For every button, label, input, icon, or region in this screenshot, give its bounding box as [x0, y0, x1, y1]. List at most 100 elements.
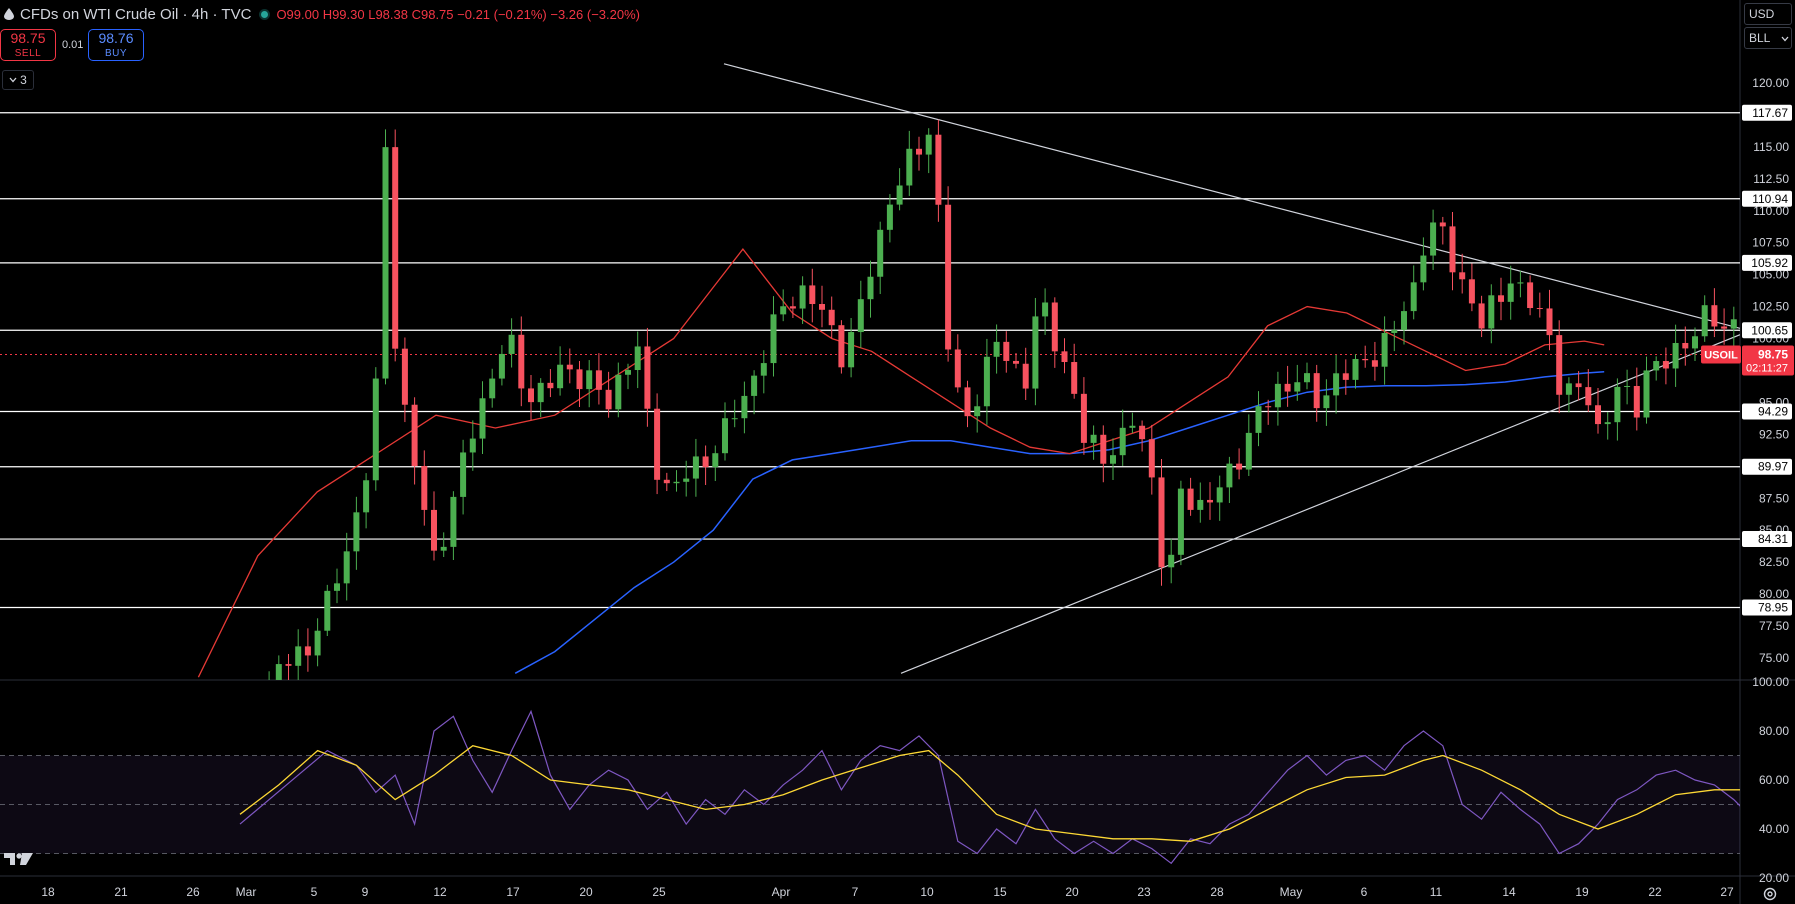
candle: [1032, 316, 1039, 389]
trendline[interactable]: [900, 334, 1740, 674]
rsi-plot: [239, 709, 1740, 865]
ma-slow-line: [514, 371, 1605, 674]
candle: [828, 309, 835, 326]
sell-button[interactable]: 98.75 SELL: [0, 29, 56, 61]
candle: [1643, 370, 1650, 418]
candle: [983, 356, 990, 407]
candle: [1022, 363, 1029, 389]
time-tick-label: 27: [1720, 885, 1734, 899]
candle: [1488, 295, 1495, 329]
symbol-tag: [1701, 345, 1741, 364]
level-tag-label: 110.94: [1752, 192, 1788, 206]
level-tag: [1742, 190, 1792, 207]
candle: [1614, 386, 1621, 423]
candle: [673, 481, 680, 484]
candle: [431, 509, 437, 551]
price-tick-label: 77.50: [1759, 619, 1789, 633]
oil-drop-icon: [4, 8, 14, 20]
candle: [1682, 342, 1689, 349]
candle: [1362, 358, 1369, 361]
candle: [1721, 326, 1728, 329]
rsi-tick-label: 20.00: [1759, 871, 1789, 885]
candle: [1342, 373, 1349, 380]
candle: [566, 364, 573, 370]
candle: [1187, 488, 1194, 510]
candle: [518, 334, 525, 389]
time-tick-label: 5: [311, 885, 318, 899]
candle: [867, 276, 874, 300]
candle: [964, 387, 971, 417]
candle: [1003, 341, 1010, 361]
candle: [857, 299, 864, 333]
candle: [1701, 305, 1708, 337]
candle: [304, 646, 311, 656]
level-tag: [1742, 254, 1792, 271]
candle: [421, 466, 428, 510]
time-tick-label: 20: [1065, 885, 1079, 899]
symbol-title[interactable]: CFDs on WTI Crude Oil · 4h · TVC: [20, 5, 252, 23]
unit-select[interactable]: BLL: [1744, 27, 1792, 49]
indicators-toggle[interactable]: 3: [2, 70, 34, 90]
candle: [925, 134, 932, 155]
candle: [1517, 282, 1524, 284]
level-tag: [1742, 322, 1792, 339]
candle: [324, 590, 331, 631]
candle: [1313, 373, 1320, 409]
level-tag: [1742, 599, 1792, 616]
candle: [1536, 308, 1543, 310]
candle: [411, 404, 418, 467]
candle: [906, 148, 913, 186]
candle: [1177, 488, 1184, 555]
candle: [1381, 332, 1388, 367]
market-status-icon: [261, 10, 269, 18]
price-tick-label: 105.00: [1752, 268, 1789, 282]
candle: [1119, 427, 1126, 456]
tradingview-logo-icon[interactable]: [4, 851, 34, 867]
candle: [1420, 255, 1427, 283]
level-tag-label: 78.95: [1758, 601, 1788, 615]
candle: [1148, 439, 1155, 478]
candle: [634, 346, 641, 371]
candle: [1595, 405, 1601, 425]
time-tick-label: 7: [852, 885, 859, 899]
candle: [722, 418, 728, 454]
time-tick-label: 23: [1137, 885, 1151, 899]
candle: [1478, 303, 1485, 329]
candle: [1410, 282, 1417, 312]
candle: [285, 664, 292, 666]
buy-button[interactable]: 98.76 BUY: [88, 29, 144, 61]
candle: [1042, 302, 1049, 317]
level-tag-label: 117.67: [1752, 106, 1788, 120]
time-tick-label: 28: [1210, 885, 1224, 899]
candle: [1265, 406, 1272, 408]
rsi-tick-label: 100.00: [1752, 675, 1789, 689]
rsi-ma-line: [239, 744, 1740, 842]
chevron-down-icon: [1781, 36, 1789, 42]
candle: [974, 406, 981, 417]
currency-select[interactable]: USD: [1744, 3, 1792, 25]
chart-header: CFDs on WTI Crude Oil · 4h · TVC O99.00 …: [4, 4, 640, 24]
candle: [595, 370, 602, 390]
candle: [683, 478, 690, 482]
candle: [916, 148, 922, 155]
ma-fast-line: [197, 248, 1605, 678]
settings-gear-icon[interactable]: [1762, 886, 1778, 902]
level-tag: [1742, 403, 1792, 420]
time-tick-label: 6: [1361, 885, 1368, 899]
trendline[interactable]: [723, 63, 1740, 329]
candle: [372, 378, 379, 481]
price-tick-label: 87.50: [1759, 491, 1789, 505]
candle: [1711, 305, 1718, 327]
time-tick-label: 15: [993, 885, 1007, 899]
level-tag-label: 94.29: [1758, 405, 1788, 419]
level-tag: [1742, 104, 1792, 121]
candle: [1080, 393, 1087, 443]
candle: [896, 185, 903, 205]
candle: [1245, 432, 1252, 470]
candle: [334, 583, 340, 591]
candle: [1604, 422, 1611, 425]
time-tick-label: 19: [1575, 885, 1589, 899]
unit-value: BLL: [1749, 31, 1771, 45]
candle: [489, 378, 496, 399]
